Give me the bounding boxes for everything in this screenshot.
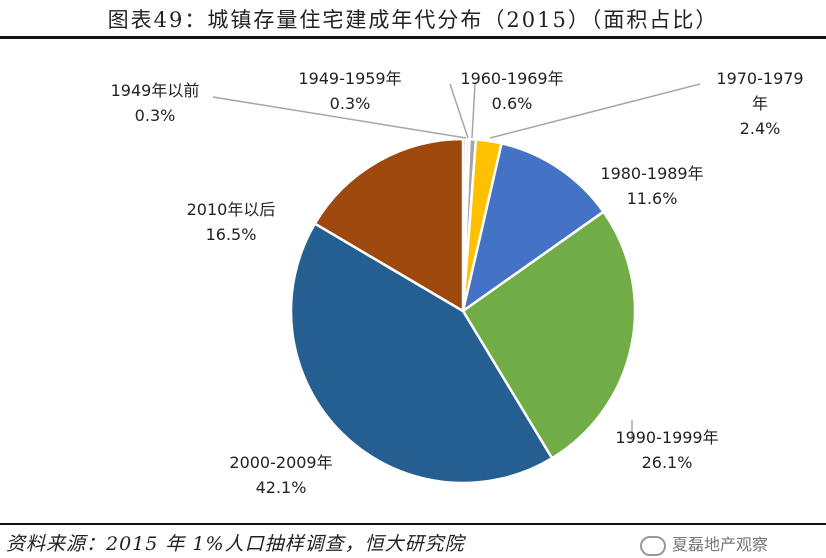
leader-line (212, 96, 467, 139)
watermark-text: 夏磊地产观察 (672, 535, 769, 554)
slice-label: 1949年以前 0.3% (111, 81, 200, 125)
slice-label: 2010年以后 16.5% (187, 200, 276, 244)
pie-slice (461, 210, 637, 460)
slice-label: 1960-1969年 0.6% (460, 69, 563, 113)
slice-label: 1980-1989年 11.6% (600, 164, 703, 208)
pie-slice (313, 137, 465, 314)
slice-label: 2000-2009年 42.1% (229, 453, 332, 497)
pie-slice (289, 221, 554, 485)
leader-line (471, 83, 476, 139)
title-underline (0, 36, 826, 39)
slice-label: 1990-1999年 26.1% (615, 428, 718, 472)
leader-line (449, 83, 469, 139)
leader-line (489, 83, 701, 139)
watermark: 夏磊地产观察 (640, 531, 768, 556)
source-note: 资料来源：2015 年 1%人口抽样调查，恒大研究院 (6, 533, 465, 555)
wechat-icon (640, 535, 666, 556)
slice-label: 1970-1979 年 2.4% (716, 69, 803, 138)
pie-chart: 1949年以前 0.3% 1949-1959年 0.3% 1960-1969年 0.6% 1… (111, 69, 804, 497)
pie-slice (461, 141, 606, 314)
slice-label: 1949-1959年 0.3% (298, 69, 401, 113)
source-divider (0, 523, 826, 525)
chart-title: 图表49：城镇存量住宅建成年代分布（2015）（面积占比） (107, 8, 719, 32)
